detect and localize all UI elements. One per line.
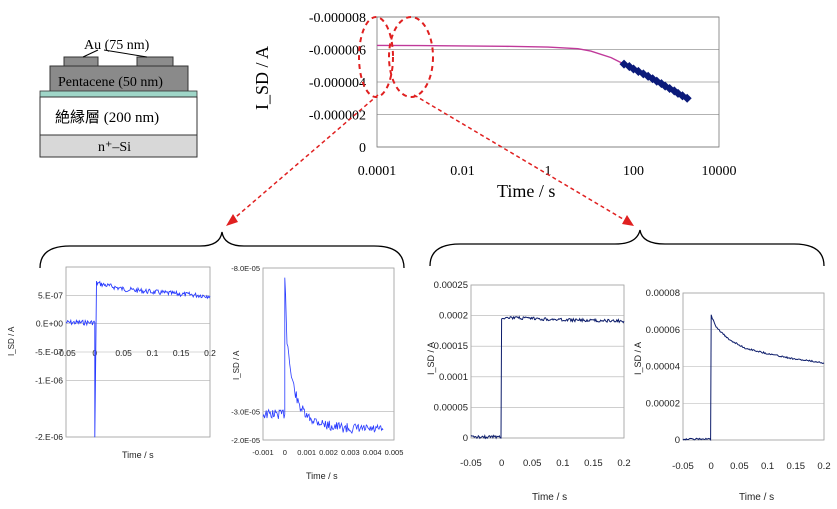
p3-frame [470,284,625,439]
main-ytick-label: -0.000002 [309,109,366,124]
p3-ytick-label: 0.00025 [434,280,468,291]
p4-xtick-label: 0.1 [761,461,774,472]
main-ytick-label: -0.000006 [309,44,366,59]
p2-ytick-label: -2.0E-05 [231,436,260,445]
p4-ytick-label: 0.00004 [646,362,680,373]
p1-ytick-label: 0.E+00 [36,319,63,329]
interface-layer [39,90,198,98]
p4-xtick-label: 0 [709,461,714,472]
p1-ytick-label: 5.E-07 [38,290,63,300]
p4-ytick-label: 0.00008 [646,288,680,299]
main-ytick-label: -0.000008 [309,11,366,26]
panel3-ylabel: I_SD / A [426,342,436,375]
p1-xtick-label: 0.1 [146,348,158,358]
p3-ytick-label: 0.0001 [439,372,468,383]
main-xtick-label: 1 [545,164,552,179]
insulator-label: 絶縁層 (200 nm) [55,109,159,126]
main-xtick-label: 0.0001 [358,164,397,179]
panel2-xlabel: Time / s [306,471,338,481]
panel2-ylabel: I_SD / A [232,350,241,380]
p4-ytick-label: 0 [675,435,680,446]
p1-xtick-label: 0.15 [173,348,190,358]
p3-xtick-label: 0.15 [584,458,603,469]
p2-xtick-label: 0.004 [363,448,382,457]
main-chart: 0 -0.000002 -0.000004 -0.000006 -0.000008 0.0… [252,11,737,201]
panel1-ylabel: I_SD / A [7,326,16,356]
main-ytick-label: -0.000004 [309,76,366,91]
p4-ytick-label: 0.00006 [646,325,680,336]
p4-xtick-label: 0.15 [787,461,806,472]
zoom-arrow-left [229,94,379,223]
p2-xtick-label: -0.001 [252,448,273,457]
p4-series-line [682,314,825,442]
p2-xtick-label: 0.005 [385,448,404,457]
p2-xtick-label: 0 [283,448,287,457]
panel4-ylabel: I_SD / A [633,342,643,375]
p4-ytick-label: 0.00002 [646,398,680,409]
p3-xtick-label: 0.1 [556,458,569,469]
p1-xtick-label: 0.05 [115,348,132,358]
transient-panel-4: 0 0.00002 0.00004 0.00006 0.00008 -0.05 0 0.05 0… [646,288,831,472]
main-ytick-label: 0 [359,141,366,156]
p3-ytick-label: 0 [463,433,468,444]
substrate-label: n⁺–Si [98,140,131,155]
p4-xtick-label: -0.05 [672,461,694,472]
p2-ytick-label: -8.0E-05 [231,264,260,273]
brace-right [429,229,825,267]
panel4-xlabel: Time / s [739,492,774,503]
main-xtick-label: 0.01 [450,164,475,179]
electrode-pointer-arrow [82,49,99,58]
brace-left [39,231,405,269]
p2-series-line [262,277,384,435]
semiconductor-label: Pentacene (50 nm) [58,75,163,90]
p1-series-line [65,280,211,438]
transient-panel-1: 5.E-070.E+00-5.E-07-1.E-06-2.E-06-0.05 0 0… [35,266,216,442]
zoom-annotations [226,16,634,226]
p3-xtick-label: 0.05 [523,458,542,469]
p4-xtick-label: 0.05 [730,461,749,472]
main-xlabel: Time / s [497,181,555,201]
p4-xtick-label: 0.2 [817,461,830,472]
main-xtick-label: 100 [623,164,644,179]
transient-panel-3: 0 0.00005 0.0001 0.00015 0.0002 0.00025 -0.05 0… [434,280,631,469]
p1-ytick-label: -1.E-06 [35,375,63,385]
panel3-xlabel: Time / s [532,492,567,503]
p3-ytick-label: 0.0002 [439,311,468,322]
device-schematic: Au (75 nm) Pentacene (50 nm) 絶縁層 (200 nm… [39,38,198,158]
electrode-label: Au (75 nm) [84,38,150,53]
p3-ytick-label: 0.00005 [434,402,468,413]
transient-panel-2: -2.0E-05-3.0E-05-8.0E-05-0.001 0 0.001 0.00… [231,264,403,457]
p2-frame [262,267,395,441]
p1-xtick-label: -0.05 [56,348,76,358]
zoom-ellipse-later [388,16,434,98]
main-xtick-label: 10000 [702,164,737,179]
p3-ytick-label: 0.00015 [434,341,468,352]
zoom-arrowhead-left [226,214,238,226]
main-ylabel: I_SD / A [252,46,272,110]
p3-xtick-label: -0.05 [460,458,482,469]
zoom-arrowhead-right [622,215,634,226]
insulator-layer [39,96,198,136]
main-plot-frame [376,16,720,148]
p3-xtick-label: 0.2 [617,458,630,469]
substrate-layer [39,134,198,158]
p2-xtick-label: 0.003 [341,448,360,457]
p2-xtick-label: 0.002 [319,448,338,457]
p1-xtick-label: 0.2 [204,348,216,358]
electrode-pointer-arrow-2 [103,49,148,58]
p3-series-line [470,315,625,440]
p2-xtick-label: 0.001 [297,448,316,457]
p3-xtick-label: 0 [499,458,504,469]
panel1-xlabel: Time / s [122,450,154,460]
p1-ytick-label: -5.E-07 [35,347,63,357]
p2-ytick-label: -3.0E-05 [231,407,260,416]
p1-ytick-label: -2.E-06 [35,432,63,442]
